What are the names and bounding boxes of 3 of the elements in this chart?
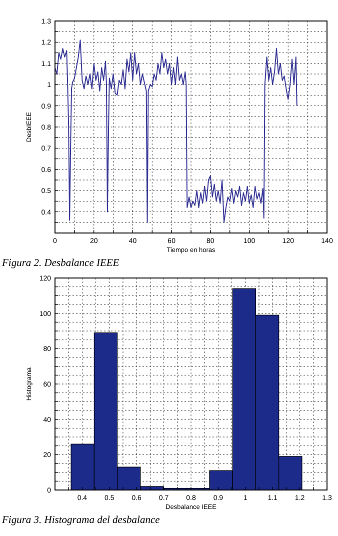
line-series (54, 40, 298, 223)
text: Figura 2. Desbalance IEEE (1, 258, 120, 269)
text: Figura 3. Histograma del desbalance (1, 515, 160, 526)
